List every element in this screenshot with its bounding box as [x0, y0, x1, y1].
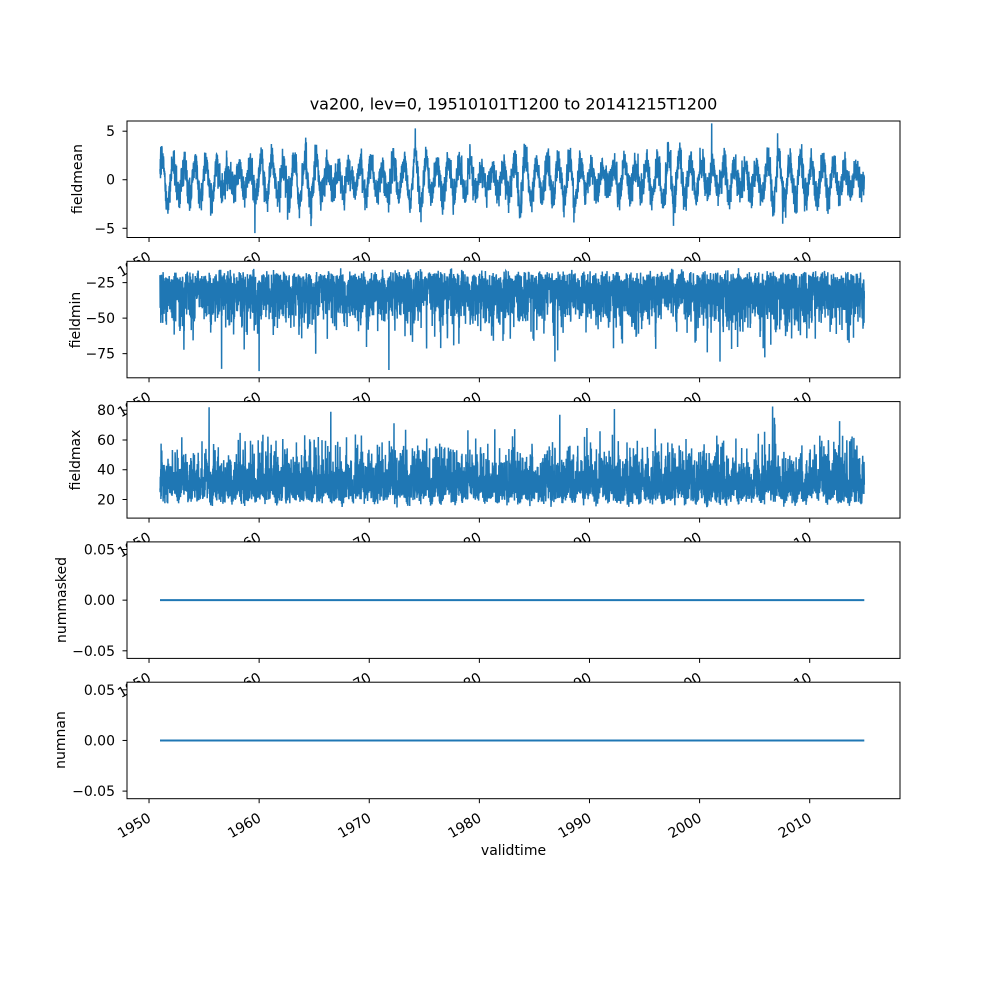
y-tick-label: 80 [97, 403, 115, 419]
subplot-nummasked: 0.050.00−0.05195019601970198019902000201… [72, 541, 901, 702]
subplot-fieldmin: −25−50−751950196019701980199020002010 [85, 260, 901, 421]
x-tick-label: 1950 [115, 810, 154, 842]
x-tick-label: 1990 [556, 810, 595, 842]
y-axis-label-fieldmax: fieldmax [68, 429, 84, 491]
y-tick-label: 20 [97, 493, 115, 509]
subplot-fieldmax: 204060801950196019701980199020002010 [97, 401, 901, 561]
series-line-fieldmax [159, 406, 866, 508]
axes-frame [126, 260, 901, 379]
x-tick-label: 1980 [445, 810, 484, 842]
y-tick-label: −0.05 [72, 784, 115, 800]
y-tick-label: 60 [97, 433, 115, 449]
y-tick-label: 0.05 [84, 683, 115, 699]
series-line-fieldmin [159, 268, 866, 372]
y-tick-label: −50 [85, 311, 115, 327]
y-tick-label: −75 [85, 347, 115, 363]
y-tick-label: 5 [106, 124, 115, 140]
x-tick-label: 1970 [335, 810, 374, 842]
axes-frame [126, 401, 901, 519]
y-tick-label: −0.05 [72, 644, 115, 660]
y-tick-label: 0.00 [84, 733, 115, 749]
figure-title: va200, lev=0, 19510101T1200 to 20141215T… [309, 94, 718, 114]
y-tick-label: 0 [106, 173, 115, 189]
y-axis-label-numnan: numnan [53, 711, 69, 770]
y-tick-label: −25 [85, 276, 115, 292]
x-tick-label: 2000 [666, 810, 705, 842]
y-tick-label: 0.00 [84, 593, 115, 609]
x-axis-label: validtime [480, 843, 547, 859]
y-tick-label: 40 [97, 463, 115, 479]
y-axis-label-fieldmean: fieldmean [70, 144, 86, 215]
series-line-fieldmean [159, 123, 866, 234]
y-tick-label: −5 [94, 221, 115, 237]
x-tick-label: 2010 [776, 810, 815, 842]
y-axis-label-nummasked: nummasked [54, 557, 70, 644]
x-tick-label: 1960 [225, 810, 264, 842]
y-tick-label: 0.05 [84, 542, 115, 558]
y-axis-label-fieldmin: fieldmin [68, 291, 84, 348]
